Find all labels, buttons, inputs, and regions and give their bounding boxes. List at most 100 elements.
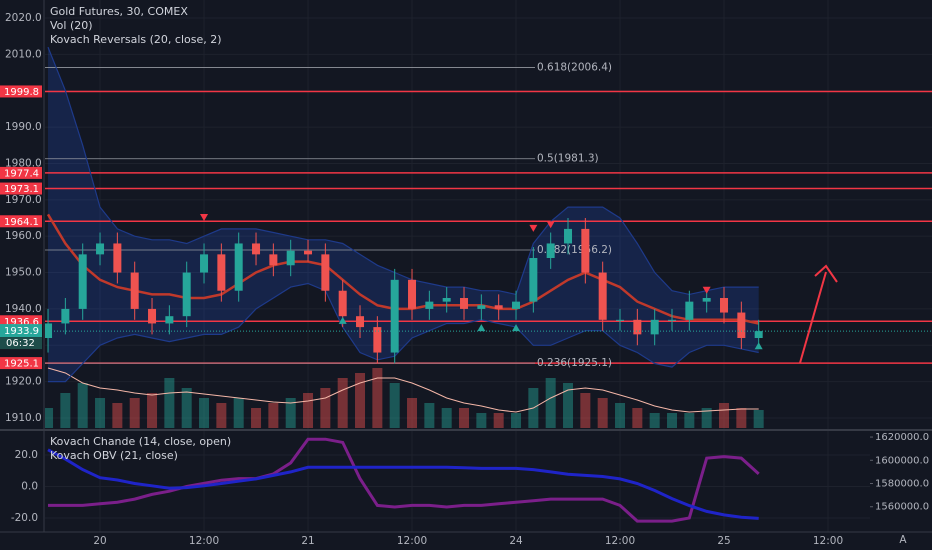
volume-bar bbox=[233, 398, 244, 428]
candle-body bbox=[148, 308, 157, 324]
y-tick-label: 1970.0 bbox=[5, 194, 42, 206]
volume-bar bbox=[60, 393, 71, 428]
candle-body bbox=[685, 301, 694, 320]
candle-body bbox=[529, 258, 538, 302]
y-tick-label: 1920.0 bbox=[5, 376, 42, 388]
reversal-up-marker bbox=[512, 324, 521, 332]
last-price-label: 1933.9 bbox=[4, 326, 39, 337]
volume-bar bbox=[164, 378, 175, 428]
fib-label: 0.236(1925.1) bbox=[537, 357, 612, 369]
fib-label: 0.382(1956.2) bbox=[537, 244, 612, 256]
candle-body bbox=[546, 243, 555, 258]
y-tick-label: 1910.0 bbox=[5, 412, 42, 424]
volume-bar bbox=[424, 403, 435, 428]
y2-tick-label: 1600000.0 bbox=[875, 455, 929, 466]
volume-bar bbox=[45, 408, 54, 428]
candle-body bbox=[217, 254, 226, 291]
level-label: 1999.8 bbox=[4, 87, 39, 98]
volume-bar bbox=[719, 403, 730, 428]
candle-body bbox=[165, 316, 174, 324]
volume-bar bbox=[285, 398, 296, 428]
x-tick-label: 20 bbox=[93, 535, 106, 547]
volume-bar bbox=[667, 413, 678, 428]
volume-bar bbox=[129, 398, 140, 428]
reversal-down-marker bbox=[702, 286, 711, 294]
candle-body bbox=[356, 316, 365, 328]
volume-bar bbox=[632, 408, 643, 428]
volume-bar bbox=[355, 373, 366, 428]
candle-body bbox=[234, 243, 243, 291]
candle-body bbox=[633, 319, 642, 335]
candle-body bbox=[598, 272, 607, 320]
candle-body bbox=[460, 298, 469, 309]
candle-body bbox=[616, 319, 625, 321]
volume-bar bbox=[684, 413, 695, 428]
auto-scale-button[interactable]: A bbox=[899, 534, 907, 546]
volume-bar bbox=[303, 393, 314, 428]
reversal-down-marker bbox=[529, 224, 538, 232]
level-label-box bbox=[0, 357, 42, 370]
volume-bar bbox=[95, 398, 106, 428]
volume-bar bbox=[77, 383, 88, 428]
candle-body bbox=[304, 250, 313, 255]
reversal-down-marker bbox=[546, 221, 555, 229]
candle-body bbox=[668, 319, 677, 321]
y-tick-label: 2010.0 bbox=[5, 48, 42, 60]
x-tick-label: 12:00 bbox=[397, 535, 427, 547]
candle-body bbox=[564, 228, 573, 244]
volume-bar bbox=[320, 388, 331, 428]
volume-ma-line bbox=[47, 367, 759, 413]
candle-body bbox=[720, 298, 729, 313]
x-tick-label: 24 bbox=[509, 535, 523, 547]
candle-body bbox=[61, 308, 70, 324]
volume-bar bbox=[389, 383, 400, 428]
level-label: 1964.1 bbox=[4, 217, 39, 228]
candle-body bbox=[442, 298, 451, 302]
candle-body bbox=[494, 305, 503, 309]
indicator-line bbox=[48, 437, 760, 523]
volume-bar bbox=[199, 398, 210, 428]
volume-bar bbox=[441, 408, 452, 428]
volume-bar bbox=[476, 413, 487, 428]
level-label-box bbox=[0, 215, 42, 228]
volume-bar bbox=[545, 378, 556, 428]
volume-bar bbox=[563, 383, 574, 428]
indicator-label: Vol (20) bbox=[50, 19, 93, 32]
volume-bar bbox=[268, 403, 279, 428]
candle-body bbox=[252, 243, 261, 255]
y2-tick-label: 1580000.0 bbox=[875, 479, 929, 490]
legend-entry: Kovach OBV (21, close) bbox=[50, 449, 178, 462]
volume-bar bbox=[701, 408, 712, 428]
candle-body bbox=[182, 272, 191, 317]
x-tick-label: 12:00 bbox=[813, 535, 843, 547]
volume-bar bbox=[580, 393, 591, 428]
arrow-annotation bbox=[799, 264, 838, 364]
y-tick-label: 1950.0 bbox=[5, 267, 42, 279]
volume-bar bbox=[753, 410, 764, 428]
level-label: 1925.1 bbox=[4, 359, 39, 370]
x-tick-label: 25 bbox=[717, 535, 730, 547]
candle-body bbox=[737, 312, 746, 338]
fib-label: 0.5(1981.3) bbox=[537, 153, 599, 165]
main-pane: 0.618(2006.4) 0.5(1981.3) 0.382(1956.2) 0.2… bbox=[45, 46, 932, 428]
y-tick-label: -20.0 bbox=[11, 512, 38, 524]
level-label: 1936.6 bbox=[4, 317, 39, 328]
y-tick-label: 1980.0 bbox=[5, 157, 42, 169]
level-label-box bbox=[0, 166, 42, 179]
candle-body bbox=[321, 254, 330, 291]
volume-bar bbox=[181, 388, 192, 428]
level-label-box bbox=[0, 85, 42, 98]
candle-body bbox=[373, 327, 382, 353]
candle-body bbox=[425, 301, 434, 309]
x-tick-label: 12:00 bbox=[605, 535, 635, 547]
volume-bar bbox=[649, 413, 660, 428]
indicator-line bbox=[47, 448, 759, 520]
band-area bbox=[48, 47, 759, 382]
volume-bar bbox=[511, 413, 522, 428]
y2-tick-label: 1560000.0 bbox=[875, 502, 929, 513]
candle-body bbox=[78, 254, 87, 309]
x-tick-label: 12:00 bbox=[189, 535, 219, 547]
candle-body bbox=[390, 279, 399, 353]
